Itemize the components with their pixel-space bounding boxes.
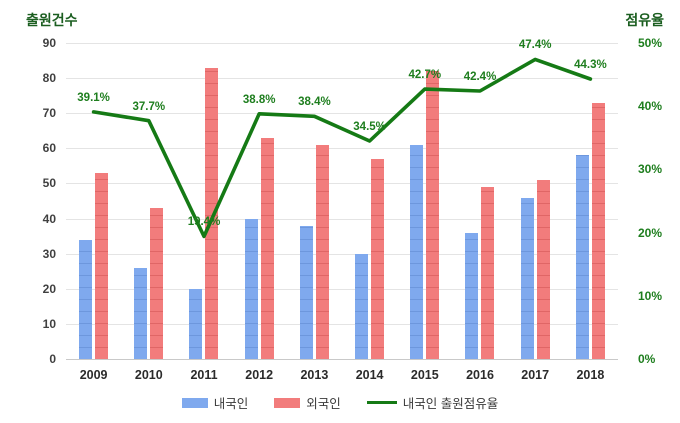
foreign-bar xyxy=(260,137,274,359)
share-point-label: 37.7% xyxy=(132,100,166,113)
left-tick-label: 20 xyxy=(42,281,56,296)
year-label: 2011 xyxy=(190,368,218,382)
legend-label-share: 내국인 출원점유율 xyxy=(402,397,499,411)
domestic-bar xyxy=(410,144,424,359)
gridline xyxy=(66,113,618,115)
right-tick-label: 30% xyxy=(638,162,663,177)
share-line xyxy=(91,57,593,239)
share-point-label: 34.5% xyxy=(353,120,386,133)
foreign-bar xyxy=(481,186,495,359)
year-label: 2014 xyxy=(355,368,384,382)
domestic-bar xyxy=(299,225,313,359)
share-point-label: 47.4% xyxy=(518,39,552,52)
left-axis-title: 출원건수 xyxy=(26,12,78,28)
gridline xyxy=(66,78,618,80)
bar-group-2009 xyxy=(66,43,121,359)
right-tick-label: 50% xyxy=(638,36,663,50)
domestic-bar xyxy=(520,197,534,359)
foreign-bar xyxy=(426,71,440,359)
year-label: 2009 xyxy=(79,368,108,382)
bar-group-2013 xyxy=(287,43,342,359)
legend-item-domestic: 내국인 xyxy=(181,393,249,412)
legend-label-domestic: 내국인 xyxy=(213,397,249,411)
bar-group-2017 xyxy=(508,43,563,359)
gridline xyxy=(66,183,618,185)
domestic-bar xyxy=(355,253,369,359)
bar-group-2012 xyxy=(232,43,287,359)
bar-group-2016 xyxy=(452,43,507,359)
foreign-bar xyxy=(315,144,329,359)
gridline xyxy=(66,359,618,360)
share-point-label: 42.7% xyxy=(408,69,442,82)
legend-label-foreign: 외국인 xyxy=(306,397,341,411)
share-point-label: 19.4% xyxy=(187,216,221,229)
foreign-bar xyxy=(95,172,109,359)
year-label: 2012 xyxy=(245,368,274,382)
year-label: 2016 xyxy=(466,368,494,382)
left-tick-label: 0 xyxy=(49,352,56,366)
bar-group-2015 xyxy=(397,43,452,359)
share-point-label: 38.8% xyxy=(242,93,276,106)
foreign-bar xyxy=(536,179,550,359)
right-tick-label: 10% xyxy=(638,288,663,303)
gridline xyxy=(66,288,618,290)
domestic-bar xyxy=(134,267,148,359)
left-tick-label: 60 xyxy=(42,141,56,156)
gridline xyxy=(66,323,618,325)
bar-group-2018 xyxy=(563,43,618,359)
year-label: 2013 xyxy=(300,368,329,382)
gridline xyxy=(66,218,618,220)
left-tick-label: 90 xyxy=(42,36,56,50)
right-axis-title: 점유율 xyxy=(625,12,664,28)
foreign-bar xyxy=(371,158,385,359)
year-label: 2018 xyxy=(576,368,605,382)
domestic-bar xyxy=(575,155,589,359)
right-tick-label: 0% xyxy=(638,352,656,366)
share-point-label: 44.3% xyxy=(574,59,607,72)
year-label: 2017 xyxy=(521,368,550,382)
right-tick-label: 40% xyxy=(638,99,663,114)
gridline xyxy=(66,253,618,255)
share-line-swatch-icon xyxy=(366,400,397,405)
bar-group-2010 xyxy=(121,43,176,359)
left-tick-label: 40 xyxy=(42,211,56,226)
domestic-bar xyxy=(189,288,203,359)
domestic-swatch-icon xyxy=(181,397,208,408)
foreign-bar xyxy=(150,208,164,359)
left-tick-label: 10 xyxy=(42,316,56,331)
domestic-bar xyxy=(465,232,479,359)
domestic-bar xyxy=(244,218,258,359)
legend: 내국인 외국인 내국인 출원점유율 xyxy=(0,393,680,412)
plot-area xyxy=(66,43,618,360)
legend-item-share: 내국인 출원점유율 xyxy=(366,393,499,412)
legend-item-foreign: 외국인 xyxy=(274,393,341,412)
left-tick-label: 30 xyxy=(42,246,56,261)
right-tick-label: 20% xyxy=(638,225,663,240)
share-point-label: 38.4% xyxy=(298,96,331,109)
left-tick-label: 70 xyxy=(42,106,56,121)
left-tick-label: 50 xyxy=(42,176,56,191)
share-point-label: 42.4% xyxy=(463,71,497,84)
domestic-bar xyxy=(79,239,93,359)
year-label: 2010 xyxy=(134,368,163,382)
left-tick-label: 80 xyxy=(42,71,56,86)
foreign-swatch-icon xyxy=(274,397,301,408)
share-point-label: 39.1% xyxy=(77,91,110,104)
gridline xyxy=(66,43,618,44)
bar-group-2014 xyxy=(342,43,397,359)
bar-group-2011 xyxy=(176,43,231,359)
foreign-bar xyxy=(591,102,605,359)
gridline xyxy=(66,148,618,150)
foreign-bar xyxy=(205,67,219,359)
year-label: 2015 xyxy=(410,368,439,382)
